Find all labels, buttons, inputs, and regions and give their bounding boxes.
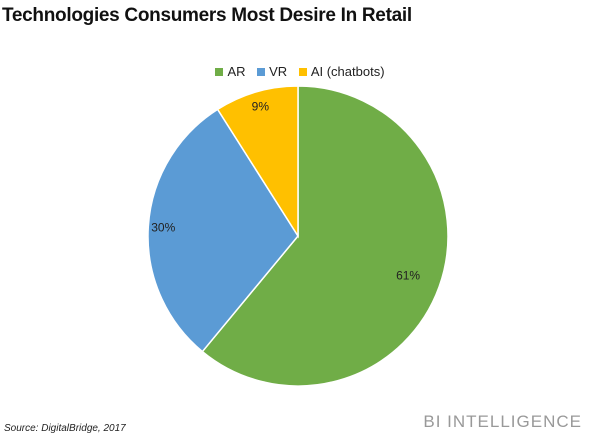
data-label: 61% <box>396 269 420 283</box>
pie-slice-ar <box>201 85 449 387</box>
data-label: 30% <box>151 221 175 235</box>
pie-slice-vr <box>147 108 299 353</box>
legend-swatch <box>215 67 224 76</box>
source-note: Source: DigitalBridge, 2017 <box>4 423 126 434</box>
legend-label: AR <box>227 64 246 79</box>
legend-label: AI (chatbots) <box>310 64 385 79</box>
legend-swatch <box>298 67 307 76</box>
brand-logo: BI INTELLIGENCE <box>423 412 582 431</box>
legend-item-vr: VR <box>257 64 287 79</box>
legend: AR VR AI (chatbots) <box>0 64 600 79</box>
legend-item-ar: AR <box>215 64 246 79</box>
legend-swatch <box>257 67 266 76</box>
chart-title: Technologies Consumers Most Desire In Re… <box>2 5 412 26</box>
legend-label: VR <box>269 64 288 79</box>
pie-slice-ai-chatbots <box>216 85 299 239</box>
data-label: 9% <box>252 99 270 113</box>
legend-item-ai: AI (chatbots) <box>298 64 385 79</box>
